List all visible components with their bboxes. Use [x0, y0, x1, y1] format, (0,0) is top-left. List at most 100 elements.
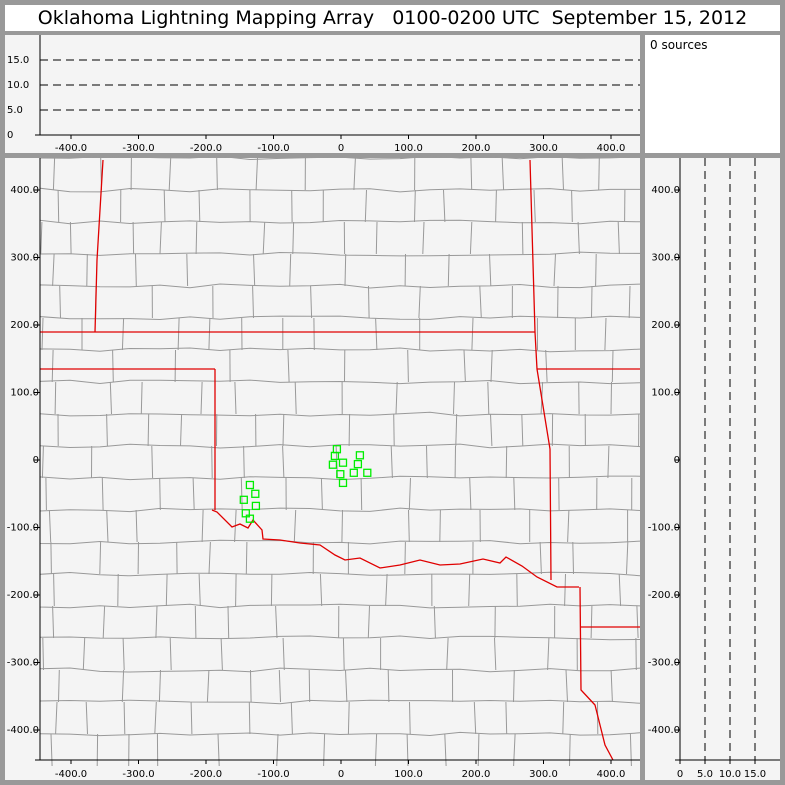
y-tick-label: 300.0	[10, 253, 39, 264]
county-line	[45, 477, 47, 511]
county-line	[521, 221, 524, 255]
county-line	[368, 285, 370, 319]
county-line	[192, 477, 195, 511]
county-line	[545, 349, 548, 383]
county-line	[489, 253, 492, 287]
county-line	[513, 477, 516, 511]
county-line	[287, 349, 290, 383]
axes: 05.010.015.0-400.0 -300.0 -200.0 -100.0 0 100…	[7, 35, 780, 780]
county-line	[404, 541, 406, 575]
county-line	[140, 381, 143, 415]
county-line	[344, 253, 347, 287]
county-line	[471, 317, 474, 351]
county-line	[375, 317, 378, 351]
county-line	[39, 219, 641, 225]
county-line	[293, 509, 297, 543]
county-line	[102, 605, 106, 639]
county-line	[194, 605, 197, 639]
county-line	[470, 157, 473, 191]
x-tick-label: -200.0	[190, 769, 222, 780]
y-tick-label: 0	[674, 455, 680, 466]
county-line	[409, 701, 411, 735]
station-marker	[245, 480, 255, 490]
county-line	[253, 253, 256, 287]
map-panel	[5, 158, 640, 780]
county-line	[577, 221, 580, 255]
county-line	[39, 667, 641, 673]
county-line	[453, 381, 455, 415]
county-line	[572, 541, 574, 575]
county-line	[463, 349, 466, 383]
y-tick-label: 100.0	[10, 388, 39, 399]
county-line	[39, 347, 641, 353]
county-line	[41, 317, 44, 351]
x-tick-label: -100.0	[257, 143, 289, 154]
county-line	[250, 669, 252, 703]
county-line	[385, 573, 388, 607]
county-line	[426, 445, 428, 479]
county-line	[255, 157, 258, 191]
county-line	[234, 381, 237, 415]
county-line	[147, 413, 150, 447]
county-line	[618, 573, 622, 607]
y-tick-label: -100.0	[648, 523, 680, 534]
county-line	[198, 573, 201, 607]
county-line	[310, 285, 313, 319]
county-line	[50, 541, 52, 575]
county-line	[112, 349, 114, 383]
county-line	[39, 283, 641, 289]
county-line	[604, 317, 607, 351]
county-line	[626, 541, 629, 575]
county-line	[347, 701, 350, 735]
county-line	[270, 573, 273, 607]
county-line	[54, 381, 57, 415]
county-line	[158, 669, 161, 703]
county-line	[367, 605, 370, 639]
county-line	[154, 701, 157, 735]
county-line	[553, 253, 556, 287]
county-line	[276, 733, 279, 767]
county-line	[473, 701, 477, 735]
county-line	[106, 509, 109, 543]
state-border	[94, 159, 104, 333]
state-border	[211, 509, 579, 588]
county-line	[39, 411, 641, 417]
county-line	[513, 669, 515, 703]
county-line	[132, 221, 135, 255]
county-line	[364, 189, 367, 223]
station-marker	[330, 451, 340, 461]
county-line	[208, 541, 211, 575]
y-tick-label: -100.0	[7, 523, 39, 534]
county-line	[39, 507, 641, 513]
county-line	[40, 221, 43, 255]
county-line	[99, 541, 102, 575]
county-line	[50, 733, 53, 767]
county-line	[375, 221, 378, 255]
x-tick-label: -400.0	[55, 143, 87, 154]
station-marker	[338, 478, 348, 488]
y-tick-label: 400.0	[651, 185, 680, 196]
county-line	[487, 381, 490, 415]
x-tick-label: -200.0	[190, 143, 222, 154]
county-line	[292, 221, 295, 255]
county-line	[395, 381, 398, 415]
county-line	[561, 157, 564, 191]
county-line	[360, 477, 363, 511]
county-line	[180, 413, 183, 447]
county-line	[135, 509, 138, 543]
county-line	[42, 637, 44, 671]
county-line	[533, 189, 536, 223]
county-line	[591, 285, 593, 319]
county-line	[243, 445, 245, 479]
county-line	[414, 189, 416, 223]
y-tick-label: -400.0	[7, 725, 39, 736]
county-line	[308, 669, 311, 703]
county-line	[598, 157, 600, 191]
county-line	[567, 509, 570, 543]
county-line	[41, 445, 44, 479]
county-line	[52, 605, 55, 639]
county-line	[490, 413, 493, 447]
x-tick-label: 0	[338, 143, 344, 154]
county-line	[617, 221, 620, 255]
county-line	[275, 605, 278, 639]
